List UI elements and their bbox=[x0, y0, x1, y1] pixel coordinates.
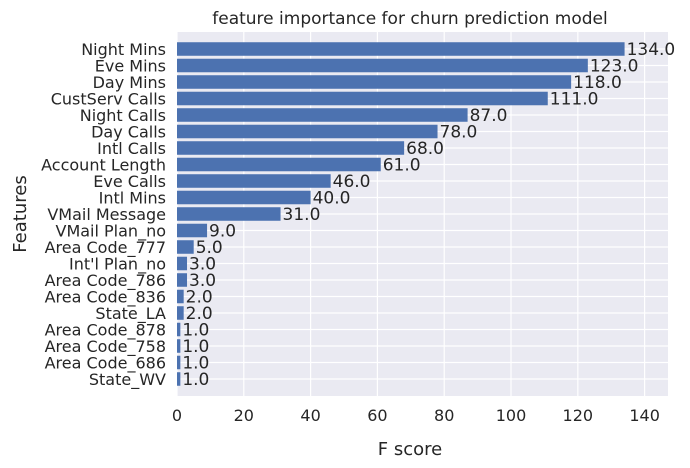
y-tick-label: VMail Plan_no bbox=[56, 222, 167, 242]
bar bbox=[177, 306, 184, 320]
bars bbox=[177, 42, 625, 386]
x-tick-label: 80 bbox=[434, 406, 454, 425]
y-tick-label: State_LA bbox=[95, 304, 166, 324]
bar-value-label: 5.0 bbox=[196, 238, 223, 258]
bar-value-label: 40.0 bbox=[313, 189, 351, 209]
chart-title: feature importance for churn prediction … bbox=[212, 9, 607, 29]
y-tick-label: Eve Mins bbox=[95, 57, 166, 76]
bar-value-label: 118.0 bbox=[573, 73, 622, 93]
bar-value-label: 1.0 bbox=[182, 370, 209, 390]
bar bbox=[177, 75, 572, 89]
bar-value-label: 1.0 bbox=[182, 354, 209, 374]
bar bbox=[177, 256, 188, 271]
bar-value-label: 87.0 bbox=[470, 106, 508, 126]
bar bbox=[177, 157, 381, 172]
bar-value-label: 134.0 bbox=[627, 40, 676, 60]
bar-value-label: 3.0 bbox=[189, 271, 216, 291]
y-tick-label: Area Code_836 bbox=[45, 288, 166, 308]
bar-value-label: 78.0 bbox=[440, 123, 478, 143]
y-tick-label: State_WV bbox=[89, 370, 166, 390]
bar-value-label: 61.0 bbox=[383, 156, 421, 176]
bar bbox=[177, 124, 438, 139]
bar-value-label: 46.0 bbox=[333, 172, 371, 192]
bar bbox=[177, 190, 311, 205]
bar-value-label: 2.0 bbox=[186, 304, 213, 324]
bar-value-label: 3.0 bbox=[189, 255, 216, 275]
y-tick-label: Night Calls bbox=[80, 106, 166, 125]
y-tick-label: Night Mins bbox=[81, 40, 166, 59]
y-tick-label: VMail Message bbox=[47, 205, 166, 224]
bar-value-label: 9.0 bbox=[209, 222, 236, 242]
x-tick-label: 40 bbox=[300, 406, 320, 425]
bar-value-label: 2.0 bbox=[186, 288, 213, 308]
y-tick-label: Intl Calls bbox=[97, 139, 166, 158]
bar bbox=[177, 58, 588, 73]
bar-value-label: 1.0 bbox=[182, 321, 209, 341]
y-tick-label: Area Code_777 bbox=[45, 238, 166, 258]
y-tick-label: Area Code_758 bbox=[45, 337, 166, 357]
y-tick-label: Intl Mins bbox=[99, 189, 166, 208]
bar-value-label: 1.0 bbox=[182, 337, 209, 357]
y-tick-label: Eve Calls bbox=[93, 172, 166, 191]
bar-value-label: 68.0 bbox=[406, 139, 444, 159]
bar bbox=[177, 91, 548, 106]
x-tick-label: 0 bbox=[172, 406, 182, 425]
x-tick-label: 140 bbox=[629, 406, 660, 425]
bar bbox=[177, 240, 194, 254]
bar bbox=[177, 273, 188, 287]
y-tick-label: Account Length bbox=[41, 156, 166, 175]
bar-value-label: 123.0 bbox=[590, 57, 639, 77]
x-tick-labels: 0 20 40 60 80 100 120 140 bbox=[172, 406, 660, 425]
y-tick-label: Area Code_878 bbox=[45, 321, 166, 341]
y-tick-label: Int'l Plan_no bbox=[69, 255, 166, 275]
bar-value-label: 31.0 bbox=[283, 205, 321, 225]
bar bbox=[177, 289, 184, 304]
y-axis-title: Features bbox=[10, 175, 31, 252]
bar bbox=[177, 372, 181, 386]
x-axis-title: F score bbox=[378, 439, 442, 460]
x-tick-label: 20 bbox=[234, 406, 254, 425]
x-tick-label: 100 bbox=[496, 406, 527, 425]
bar bbox=[177, 355, 181, 370]
bar bbox=[177, 339, 181, 353]
y-tick-label: Area Code_686 bbox=[45, 354, 166, 374]
bar bbox=[177, 207, 281, 221]
bar bbox=[177, 141, 405, 155]
bar bbox=[177, 322, 181, 337]
bar-value-label: 111.0 bbox=[550, 90, 599, 110]
y-tick-label: Area Code_786 bbox=[45, 271, 166, 291]
bar bbox=[177, 174, 331, 188]
x-tick-label: 120 bbox=[563, 406, 594, 425]
y-tick-label: Day Mins bbox=[93, 73, 166, 92]
y-tick-label: CustServ Calls bbox=[51, 90, 166, 109]
bar bbox=[177, 223, 208, 238]
x-tick-label: 60 bbox=[367, 406, 387, 425]
bar bbox=[177, 108, 468, 122]
bar bbox=[177, 42, 625, 56]
y-tick-label: Day Calls bbox=[91, 123, 166, 142]
